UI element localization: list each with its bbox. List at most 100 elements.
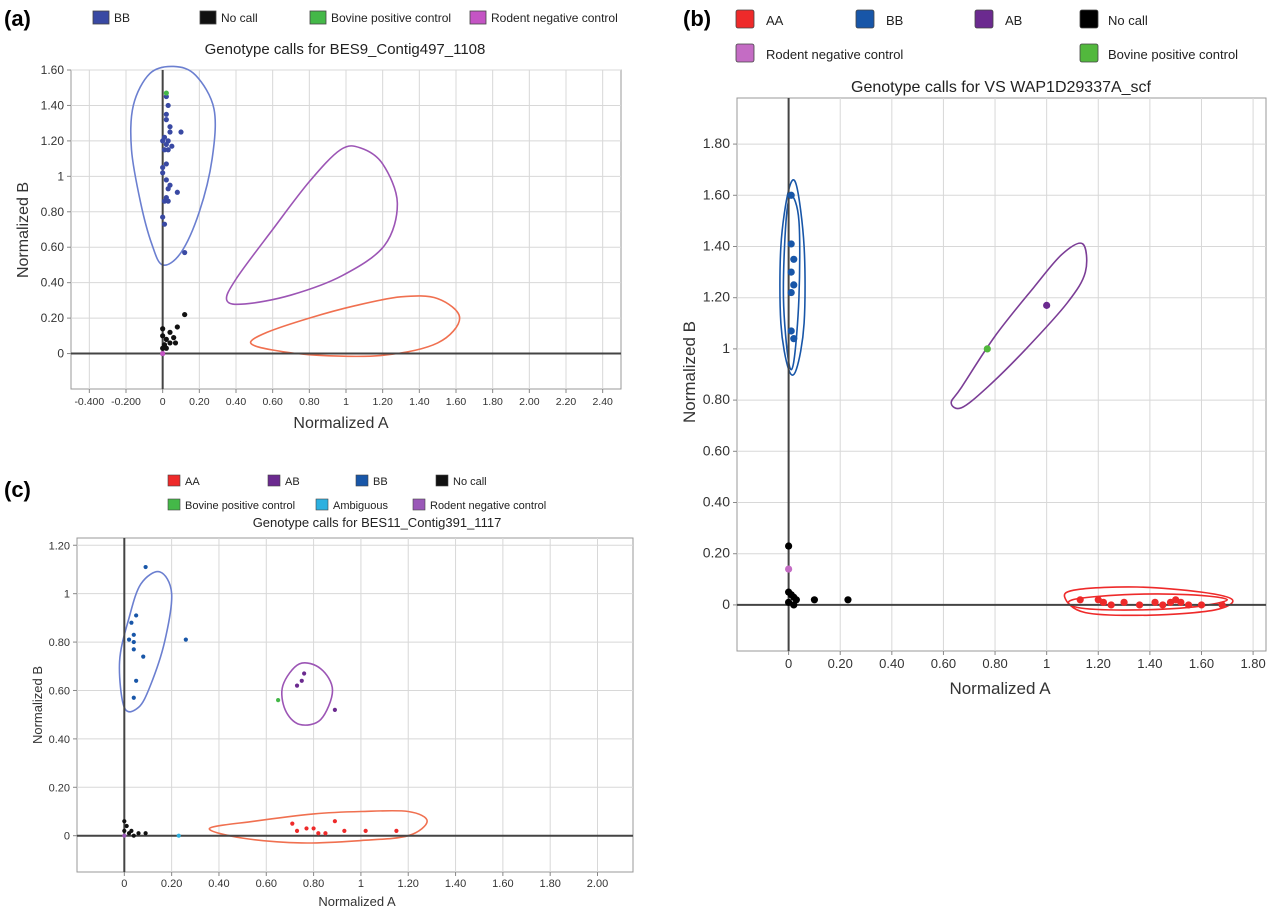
legend-label: AB [285,476,300,488]
point-no-call [172,340,179,346]
point-no-call [182,311,188,318]
x-tick-label: 1.60 [1189,656,1214,671]
point-bovine-positive-control [163,90,169,96]
y-tick-label: 1.80 [703,135,730,151]
point-aa [290,821,295,826]
x-tick-label: 0.80 [982,656,1007,671]
y-tick-label: 1.60 [703,186,730,202]
point-no-call [844,596,852,604]
point-aa [363,828,368,833]
axes [77,538,633,872]
cluster-ellipse [225,145,399,306]
point-ab [299,678,304,683]
grid [73,537,634,876]
panel-label: (a) [4,6,31,31]
y-tick-label: 1.20 [703,289,730,305]
x-tick-label: -0.200 [111,396,141,408]
point-aa [394,828,399,833]
legend-swatch [167,498,181,511]
point-no-call [122,819,127,824]
point-bb [131,647,136,652]
legend-swatch [855,9,875,29]
legend-label: No call [1108,13,1148,28]
legend-label: Ambiguous [333,500,389,512]
y-tick-label: 0 [64,831,70,843]
legend-swatch [199,10,217,25]
point-bb [182,249,188,256]
point-bb [787,191,795,199]
point-no-call [136,831,141,836]
point-aa [304,826,309,831]
x-tick-label: 1.40 [409,396,430,408]
point-bb [787,288,795,297]
point-rodent-negative-control [122,833,127,838]
cluster-ellipse [249,295,461,358]
point-aa [1184,601,1193,609]
legend: AA AB BB No call Bovine positive control… [167,474,546,512]
point-aa [1107,601,1115,609]
legend-label: Rodent negative control [430,500,546,512]
legend-swatch [167,474,181,487]
point-no-call [124,823,129,829]
y-axis-label: Normalized B [680,321,699,423]
cluster-ellipses [118,570,428,844]
x-tick-label: 0.80 [303,878,324,890]
y-tick-label: 1.40 [41,98,65,112]
x-tick-label: 1.80 [482,396,503,408]
point-bb [163,111,169,117]
point-aa [1218,601,1226,609]
point-no-call [790,601,798,609]
x-axis-label: Normalized A [293,415,388,432]
y-tick-label: 0.60 [703,442,730,458]
y-tick-label: 1 [57,169,64,183]
point-rodent-negative-control [785,565,793,573]
y-tick-label: 0.80 [703,391,730,407]
y-tick-label: 1.40 [703,237,730,253]
x-tick-label: 0.60 [262,396,283,408]
cluster-ellipse [782,194,801,371]
cluster-ellipse [281,661,334,726]
point-ambiguous [176,833,181,838]
x-tick-label: 0.20 [161,878,182,890]
y-axis-label: Normalized B [30,666,45,744]
chart-title: Genotype calls for BES9_Contig497_1108 [205,41,486,58]
chart-title: Genotype calls for VS WAP1D29337A_scf [851,79,1152,96]
cluster-ellipse [129,65,217,266]
x-tick-labels: -0.400 -0.200 0 0.20 0.40 0.60 0.80 1 1.20 1.40 1.… [74,396,613,408]
legend-swatch [974,9,994,29]
x-tick-label: 0 [121,878,127,890]
x-tick-labels: 0 0.20 0.40 0.60 0.80 1 1.20 1.40 1.60 1.80 [785,656,1266,671]
point-aa [1177,598,1185,606]
x-tick-label: 1.80 [1240,656,1265,671]
point-aa [323,831,328,836]
point-no-call [129,828,134,833]
y-tick-label: 0.20 [49,782,70,794]
point-no-call [171,335,177,341]
point-no-call [160,326,166,332]
point-bovine-positive-control [983,345,991,353]
legend-swatch [735,43,755,63]
point-aa [294,828,300,833]
x-tick-label: 2.00 [519,396,540,408]
point-no-call [160,333,166,339]
point-bb [143,564,148,570]
point-bb [787,240,795,248]
x-tick-label: 2.00 [587,878,608,890]
legend-label: Rodent negative control [766,47,903,62]
x-tick-label: 1.20 [372,396,393,408]
point-bb [167,129,173,135]
legend-label: BB [886,13,903,28]
point-no-call [163,345,169,351]
legend: BB No call Bovine positive control Roden… [92,10,618,25]
data-points [122,564,399,838]
point-bb [787,268,795,276]
panel-a: (a) BB No call Bovine positive control R… [4,6,622,432]
legend-swatch [92,10,110,25]
x-tick-label: 1 [343,396,349,408]
legend-label: BB [373,476,388,488]
point-aa [316,831,321,836]
x-tick-label: 0.20 [828,656,853,671]
point-aa [1197,601,1206,609]
point-bb [163,161,169,167]
point-bb [129,620,134,625]
